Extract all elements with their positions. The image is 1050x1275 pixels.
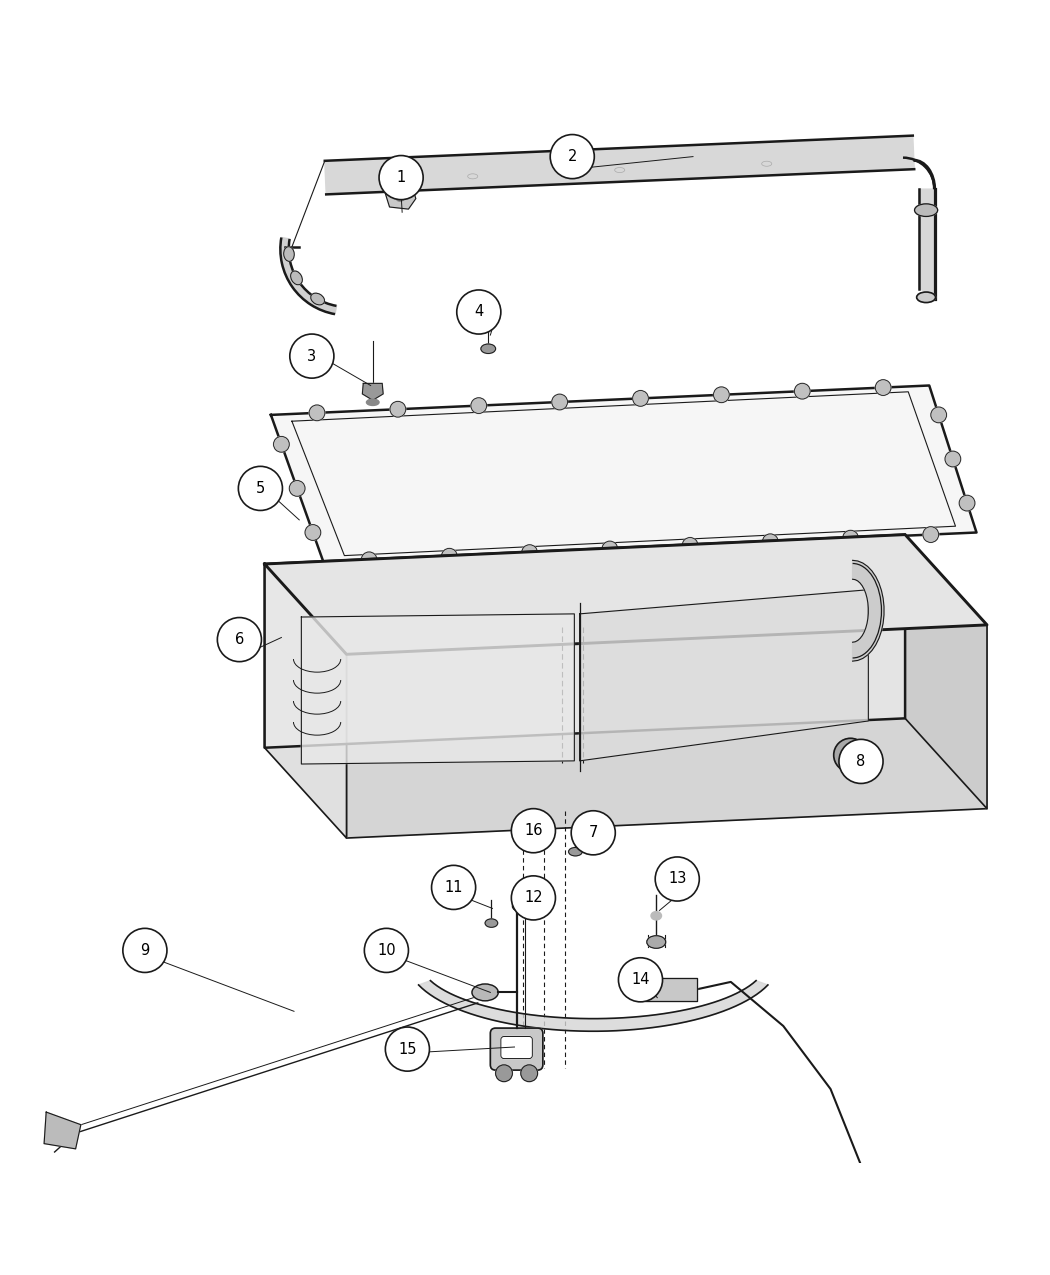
Polygon shape [919, 189, 934, 295]
Circle shape [496, 1065, 512, 1081]
Circle shape [521, 1065, 538, 1081]
Ellipse shape [366, 399, 379, 405]
Polygon shape [301, 613, 574, 764]
Ellipse shape [917, 292, 936, 302]
Text: 15: 15 [398, 1042, 417, 1057]
Ellipse shape [647, 936, 666, 949]
Circle shape [470, 398, 486, 413]
Polygon shape [324, 135, 915, 194]
Circle shape [945, 451, 961, 467]
Circle shape [602, 541, 617, 557]
Circle shape [960, 495, 975, 511]
Circle shape [511, 808, 555, 853]
Circle shape [290, 481, 306, 496]
Circle shape [714, 386, 730, 403]
Circle shape [385, 1028, 429, 1071]
Circle shape [511, 876, 555, 921]
Circle shape [839, 740, 883, 783]
Circle shape [550, 135, 594, 179]
Polygon shape [265, 534, 987, 654]
Circle shape [309, 405, 324, 421]
Ellipse shape [284, 246, 294, 261]
FancyBboxPatch shape [490, 1028, 543, 1070]
Circle shape [633, 390, 649, 407]
Circle shape [795, 384, 811, 399]
Ellipse shape [569, 848, 583, 856]
Ellipse shape [651, 912, 662, 921]
Circle shape [843, 530, 859, 546]
Circle shape [682, 538, 698, 553]
Circle shape [551, 394, 567, 409]
Polygon shape [853, 560, 884, 662]
Circle shape [238, 467, 282, 510]
Circle shape [379, 156, 423, 200]
Polygon shape [265, 534, 905, 747]
Circle shape [923, 527, 939, 542]
Circle shape [304, 524, 321, 541]
Text: 2: 2 [568, 149, 576, 164]
Circle shape [290, 334, 334, 379]
Ellipse shape [512, 901, 529, 912]
Text: 9: 9 [141, 944, 149, 958]
Polygon shape [419, 980, 768, 1031]
Polygon shape [265, 564, 347, 838]
FancyBboxPatch shape [501, 1037, 532, 1058]
Polygon shape [905, 534, 987, 808]
Text: 16: 16 [524, 824, 543, 838]
Circle shape [364, 928, 408, 973]
Polygon shape [645, 978, 697, 1001]
Circle shape [834, 738, 867, 771]
Circle shape [931, 407, 947, 423]
Polygon shape [384, 189, 416, 209]
Circle shape [432, 866, 476, 909]
Circle shape [217, 617, 261, 662]
Circle shape [441, 548, 457, 564]
Text: 6: 6 [235, 632, 244, 648]
Polygon shape [44, 1112, 81, 1149]
Circle shape [842, 747, 859, 764]
Text: 4: 4 [475, 305, 483, 320]
Ellipse shape [472, 984, 499, 1001]
Circle shape [273, 436, 290, 453]
Text: 12: 12 [524, 890, 543, 905]
Ellipse shape [481, 344, 496, 353]
Polygon shape [580, 590, 868, 761]
Ellipse shape [526, 842, 541, 849]
Circle shape [762, 534, 778, 550]
Text: 7: 7 [589, 825, 597, 840]
Circle shape [618, 958, 663, 1002]
Circle shape [522, 544, 538, 561]
Circle shape [571, 811, 615, 854]
Text: 1: 1 [397, 170, 405, 185]
Circle shape [655, 857, 699, 901]
Ellipse shape [291, 272, 302, 284]
Text: 10: 10 [377, 944, 396, 958]
Polygon shape [346, 625, 987, 838]
Ellipse shape [854, 1173, 870, 1183]
Text: 8: 8 [857, 754, 865, 769]
Polygon shape [271, 385, 976, 562]
Ellipse shape [311, 293, 324, 305]
Polygon shape [280, 237, 336, 314]
Ellipse shape [915, 204, 938, 217]
Text: 13: 13 [668, 872, 687, 886]
Circle shape [876, 380, 891, 395]
Text: 11: 11 [444, 880, 463, 895]
Ellipse shape [485, 919, 498, 927]
Polygon shape [362, 384, 383, 400]
Circle shape [390, 402, 405, 417]
Ellipse shape [397, 196, 403, 201]
Text: 5: 5 [256, 481, 265, 496]
Circle shape [123, 928, 167, 973]
Text: 14: 14 [631, 973, 650, 987]
Text: 3: 3 [308, 348, 316, 363]
Circle shape [361, 552, 377, 567]
Circle shape [457, 289, 501, 334]
